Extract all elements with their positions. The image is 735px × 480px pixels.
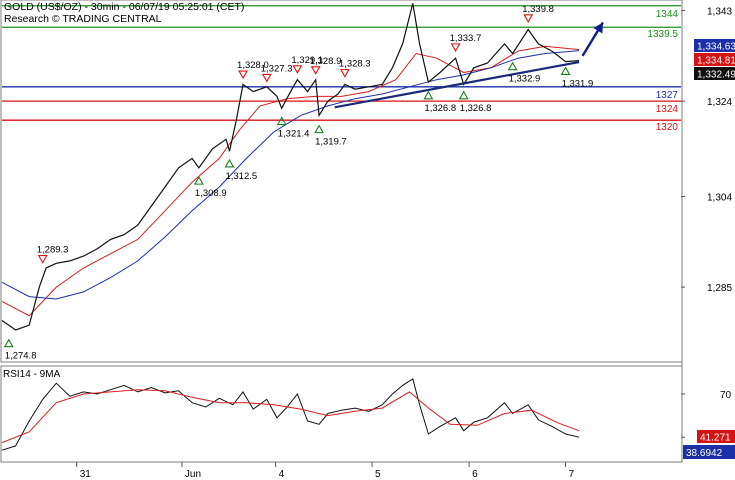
high-label-6: 1,333.7 xyxy=(450,33,482,44)
high-label-3: 1,329.1 xyxy=(291,55,323,66)
x-tick-label-5: 7 xyxy=(569,469,575,480)
high-label-4: 1,328.9 xyxy=(310,56,342,67)
x-tick-label-2: 4 xyxy=(279,469,285,480)
chart-copyright: Research © TRADING CENTRAL xyxy=(4,13,162,25)
rsi-ma-box xyxy=(697,430,735,443)
low-marker-5 xyxy=(423,90,434,100)
level-label-3: 1324 xyxy=(656,104,679,115)
low-marker-1 xyxy=(193,176,204,185)
price-layer xyxy=(1,3,604,331)
markers-layer: 1,289.3 1,328.01,327.31,329.11,328.91,328… xyxy=(3,4,594,362)
price-box-label-1: 1,334.81 xyxy=(697,56,735,67)
time-axis-layer: 31 Jun 4 5 6 7 xyxy=(76,462,575,480)
price-line xyxy=(1,3,580,331)
y-tick-label-0: 1,343 xyxy=(707,7,732,18)
rsi-tick-label-0: 70 xyxy=(720,390,732,401)
price-axis-layer: 1,343 1,324 1,304 1,285 xyxy=(681,7,732,294)
high-label-0: 1,289.3 xyxy=(37,245,69,256)
low-marker-0 xyxy=(3,338,14,348)
levels-layer: 1344 1339.5 1327 1324 1320 xyxy=(2,5,681,133)
high-marker-3 xyxy=(292,65,303,74)
low-marker-2 xyxy=(224,158,235,168)
high-marker-2 xyxy=(261,73,272,83)
high-marker-7 xyxy=(523,14,534,23)
high-label-7: 1,339.8 xyxy=(522,4,554,15)
low-label-3: 1,321.4 xyxy=(278,129,310,140)
rsi-ma-line xyxy=(1,389,580,444)
ma-blue-line xyxy=(1,50,580,300)
price-panel-frame xyxy=(0,0,683,363)
high-label-1: 1,328.0 xyxy=(237,60,269,71)
price-box-1 xyxy=(694,53,735,66)
low-label-1: 1,308.9 xyxy=(195,188,227,199)
price-box-0 xyxy=(694,39,735,52)
support-trendline xyxy=(334,60,580,109)
low-label-4: 1,319.7 xyxy=(315,137,347,148)
low-label-0: 1,274.8 xyxy=(5,351,37,362)
high-marker-1 xyxy=(238,70,248,80)
low-marker-3 xyxy=(276,116,287,126)
high-label-2: 1,327.3 xyxy=(261,63,293,74)
y-tick-label-3: 1,285 xyxy=(707,283,732,294)
y-tick-label-1: 1,324 xyxy=(707,97,732,108)
low-label-6: 1,326.8 xyxy=(460,103,492,114)
high-marker-5 xyxy=(339,69,350,78)
low-label-7: 1,332.9 xyxy=(509,74,541,85)
y-tick-label-2: 1,304 xyxy=(707,192,732,203)
level-label-4: 1320 xyxy=(656,122,679,133)
price-boxes-layer: 1,334.63 1,334.81 1,332.49 xyxy=(694,39,735,81)
high-marker-0 xyxy=(37,255,48,264)
price-box-label-2: 1,332.49 xyxy=(697,70,735,81)
rsi-line xyxy=(1,378,580,451)
rsi-ma-box-label: 41.271 xyxy=(700,433,731,444)
low-label-5: 1,326.8 xyxy=(424,103,456,114)
price-box-label-0: 1,334.63 xyxy=(697,42,735,53)
x-tick-label-0: 31 xyxy=(80,469,92,480)
level-label-2: 1327 xyxy=(656,90,679,101)
chart-title: GOLD (US$/OZ) - 30min - 06/07/19 05:25:0… xyxy=(4,1,245,13)
level-label-1: 1339.5 xyxy=(647,29,678,40)
low-label-2: 1,312.5 xyxy=(225,171,257,182)
price-box-2 xyxy=(694,67,735,80)
rsi-value-box-label: 38.6942 xyxy=(686,448,723,459)
high-label-5: 1,328.3 xyxy=(339,59,371,70)
low-marker-4 xyxy=(314,124,325,134)
x-tick-label-4: 6 xyxy=(472,469,478,480)
rsi-title: RSI14 - 9MA xyxy=(3,369,61,380)
low-marker-8 xyxy=(560,66,571,76)
high-marker-4 xyxy=(310,66,321,75)
rsi-value-box xyxy=(683,445,735,459)
projection-arrow-head xyxy=(593,22,603,34)
low-label-8: 1,331.9 xyxy=(562,78,594,89)
low-marker-6 xyxy=(458,90,469,100)
rsi-panel-frame xyxy=(0,365,683,463)
low-marker-7 xyxy=(507,61,518,71)
high-marker-6 xyxy=(450,43,461,52)
x-tick-label-3: 5 xyxy=(375,469,381,480)
x-tick-label-1: Jun xyxy=(185,469,201,480)
level-label-0: 1344 xyxy=(656,9,679,20)
